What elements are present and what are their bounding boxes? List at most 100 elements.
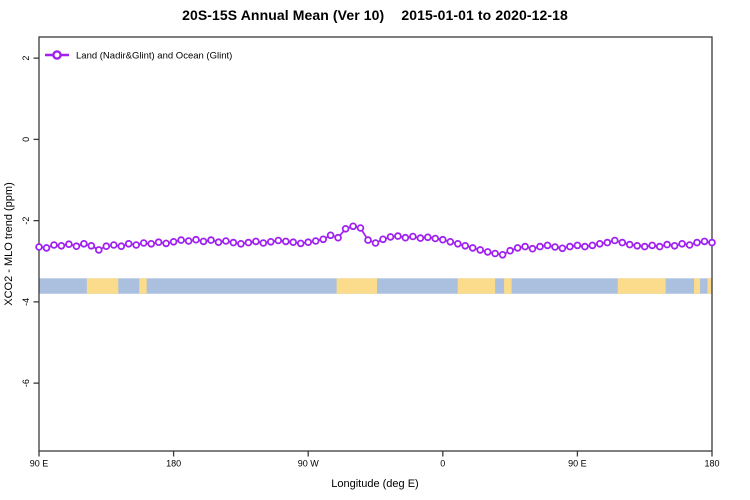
chart-title-dates: 2015-01-01 to 2020-12-18 bbox=[401, 7, 568, 23]
data-point-marker bbox=[35, 243, 43, 251]
data-point-marker bbox=[252, 237, 260, 246]
data-point-marker bbox=[581, 242, 589, 251]
data-point-marker bbox=[423, 233, 432, 242]
data-point-marker bbox=[162, 239, 170, 248]
data-point-marker bbox=[259, 239, 268, 247]
y-axis-title: XCO2 - MLO trend (ppm) bbox=[3, 182, 15, 305]
data-point-marker bbox=[491, 249, 499, 258]
y-tick-label: -6 bbox=[21, 379, 31, 387]
data-point-marker bbox=[214, 238, 223, 247]
legend-label: Land (Nadir&Glint) and Ocean (Glint) bbox=[76, 51, 232, 62]
data-point-marker bbox=[551, 243, 559, 251]
data-point-marker bbox=[319, 235, 328, 244]
x-axis-title: Longitude (deg E) bbox=[331, 478, 418, 490]
map-strip-land bbox=[139, 278, 147, 294]
data-point-marker bbox=[610, 236, 619, 245]
data-point-marker bbox=[147, 240, 156, 248]
data-point-marker bbox=[110, 241, 118, 249]
data-point-marker bbox=[685, 241, 694, 249]
data-point-marker bbox=[409, 232, 417, 241]
data-point-marker bbox=[117, 242, 126, 251]
data-point-marker bbox=[311, 237, 320, 245]
data-point-marker bbox=[304, 238, 313, 247]
data-point-marker bbox=[438, 235, 447, 244]
data-point-marker bbox=[184, 237, 193, 245]
data-point-marker bbox=[543, 241, 552, 250]
data-point-marker bbox=[244, 238, 253, 247]
map-strip-land bbox=[336, 278, 377, 294]
data-point-marker bbox=[483, 248, 492, 256]
data-point-marker bbox=[693, 238, 701, 247]
data-point-marker bbox=[513, 244, 522, 252]
data-point-marker bbox=[364, 236, 372, 244]
x-tick-label: 90 E bbox=[568, 459, 587, 469]
map-strip-land bbox=[457, 278, 496, 294]
y-tick-label: -4 bbox=[21, 298, 31, 306]
data-point-marker bbox=[663, 240, 671, 249]
data-point-marker bbox=[595, 240, 604, 248]
data-point-marker bbox=[468, 244, 477, 252]
legend: Land (Nadir&Glint) and Ocean (Glint) bbox=[45, 50, 232, 62]
data-point-marker bbox=[536, 242, 544, 251]
data-point-marker bbox=[670, 242, 679, 250]
map-strip-land bbox=[504, 278, 512, 294]
data-point-marker bbox=[192, 235, 200, 244]
data-point-marker bbox=[199, 237, 208, 246]
data-point-marker bbox=[229, 238, 238, 247]
chart-title-range: 20S-15S Annual Mean (Ver 10) bbox=[182, 7, 385, 23]
x-tick-label: 180 bbox=[704, 459, 719, 469]
data-point-marker bbox=[446, 238, 455, 246]
y-tick-label: 0 bbox=[21, 137, 31, 142]
data-point-marker bbox=[289, 238, 298, 247]
data-point-marker bbox=[506, 246, 514, 255]
data-point-marker bbox=[708, 238, 716, 247]
data-point-marker bbox=[169, 238, 178, 246]
data-point-marker bbox=[700, 237, 709, 246]
data-point-marker bbox=[655, 242, 664, 251]
data-point-marker bbox=[139, 239, 148, 247]
data-point-marker bbox=[528, 244, 537, 253]
data-point-marker bbox=[476, 246, 485, 254]
data-point-marker bbox=[566, 242, 574, 251]
data-point-marker bbox=[296, 239, 305, 248]
map-strip-land bbox=[86, 278, 119, 294]
data-point-marker bbox=[618, 238, 627, 247]
map-strip-land bbox=[694, 278, 701, 294]
data-point-marker bbox=[274, 236, 283, 245]
x-tick-label: 180 bbox=[166, 459, 181, 469]
data-point-marker bbox=[573, 241, 582, 250]
data-point-marker bbox=[401, 233, 410, 242]
data-point-marker bbox=[177, 236, 185, 244]
x-tick-label: 0 bbox=[440, 459, 445, 469]
data-point-marker bbox=[453, 240, 462, 248]
data-point-marker bbox=[222, 237, 230, 245]
data-point-marker bbox=[625, 240, 634, 249]
data-point-marker bbox=[72, 242, 81, 251]
data-point-marker bbox=[648, 241, 656, 250]
data-point-marker bbox=[640, 242, 649, 251]
y-tick-label: 2 bbox=[21, 56, 31, 61]
data-point-marker bbox=[633, 242, 641, 250]
data-point-marker bbox=[124, 240, 133, 248]
data-point-marker bbox=[431, 234, 440, 243]
data-point-marker bbox=[334, 233, 342, 242]
data-point-marker bbox=[237, 240, 245, 248]
data-point-marker bbox=[154, 238, 163, 247]
data-point-marker bbox=[281, 237, 290, 246]
data-point-marker bbox=[65, 240, 73, 249]
data-point-marker bbox=[371, 239, 380, 247]
data-point-marker bbox=[678, 240, 686, 248]
data-point-marker bbox=[266, 238, 275, 246]
y-tick-label: -2 bbox=[21, 217, 31, 225]
data-point-marker bbox=[603, 238, 612, 247]
data-point-marker bbox=[461, 242, 470, 250]
map-strip-land bbox=[707, 278, 712, 294]
data-point-marker bbox=[349, 222, 357, 231]
legend-marker-icon bbox=[52, 50, 62, 60]
data-point-marker bbox=[386, 233, 395, 241]
data-point-marker bbox=[356, 224, 365, 232]
data-point-marker bbox=[558, 244, 567, 253]
data-point-marker bbox=[416, 234, 425, 242]
